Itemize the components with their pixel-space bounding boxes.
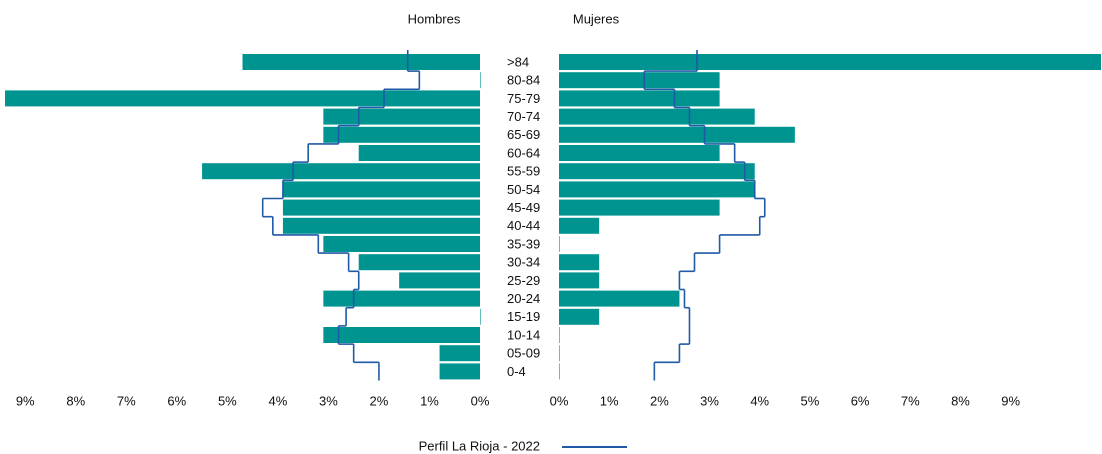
x-tick-label: 2% [370,393,389,408]
category-label: 10-14 [507,327,540,342]
bar [559,236,560,252]
bar [5,90,480,107]
bar [559,254,600,271]
bar [399,272,480,289]
bar [559,181,755,198]
category-label: 70-74 [507,109,540,124]
legend-label: Perfil La Rioja - 2022 [419,438,540,453]
category-label: 45-49 [507,200,540,215]
x-tick-label: 4% [750,393,769,408]
bar [282,217,480,234]
bar [559,199,720,216]
x-tick-label: 1% [600,393,619,408]
bar [242,54,480,70]
bar [559,126,795,143]
x-tick-label: 3% [700,393,719,408]
bar [323,236,480,252]
category-label: 55-59 [507,164,540,179]
bar [559,108,755,125]
x-tick-label: 8% [66,393,85,408]
bar [480,72,481,89]
x-tick-label: 6% [851,393,870,408]
x-tick-label: 5% [218,393,237,408]
bar [323,290,480,307]
category-label: >84 [507,54,529,69]
bar [559,363,560,380]
bar [323,327,480,343]
x-tick-label: 5% [801,393,820,408]
x-tick-label: 3% [319,393,338,408]
x-tick-label: 0% [550,393,569,408]
x-tick-label: 4% [268,393,287,408]
bar [559,145,720,161]
category-label: 15-19 [507,309,540,324]
category-label: 05-09 [507,346,540,361]
category-label: 60-64 [507,145,540,160]
category-label: 20-24 [507,291,540,306]
x-tick-label: 9% [1001,393,1020,408]
right-panel-title: Mujeres [573,11,620,26]
x-tick-label: 0% [471,393,490,408]
category-label: 30-34 [507,255,540,270]
x-tick-label: 6% [167,393,186,408]
category-label: 80-84 [507,73,540,88]
bar [439,363,480,380]
x-tick-label: 7% [117,393,136,408]
x-tick-label: 7% [901,393,920,408]
bar [480,308,481,325]
bar [559,217,600,234]
bar [358,145,480,161]
bar [323,108,480,125]
bar [559,90,720,107]
bar [282,199,480,216]
bar [323,126,480,143]
category-label: 75-79 [507,91,540,106]
left-panel-title: Hombres [408,11,461,26]
bar [559,272,600,289]
x-tick-label: 9% [16,393,35,408]
x-tick-label: 2% [650,393,669,408]
bar [559,163,755,180]
bar [282,181,480,198]
bar [559,345,560,362]
category-label: 0-4 [507,364,526,379]
category-label: 65-69 [507,127,540,142]
category-label: 40-44 [507,218,540,233]
bar [559,72,720,89]
bar [559,54,1101,70]
x-tick-label: 1% [420,393,439,408]
bar [439,345,480,362]
bar [559,290,680,307]
category-label: 35-39 [507,236,540,251]
bar [559,308,600,325]
bar [559,327,560,343]
bar [358,254,480,271]
x-tick-label: 8% [951,393,970,408]
category-label: 50-54 [507,182,540,197]
bar [202,163,480,180]
category-label: 25-29 [507,273,540,288]
